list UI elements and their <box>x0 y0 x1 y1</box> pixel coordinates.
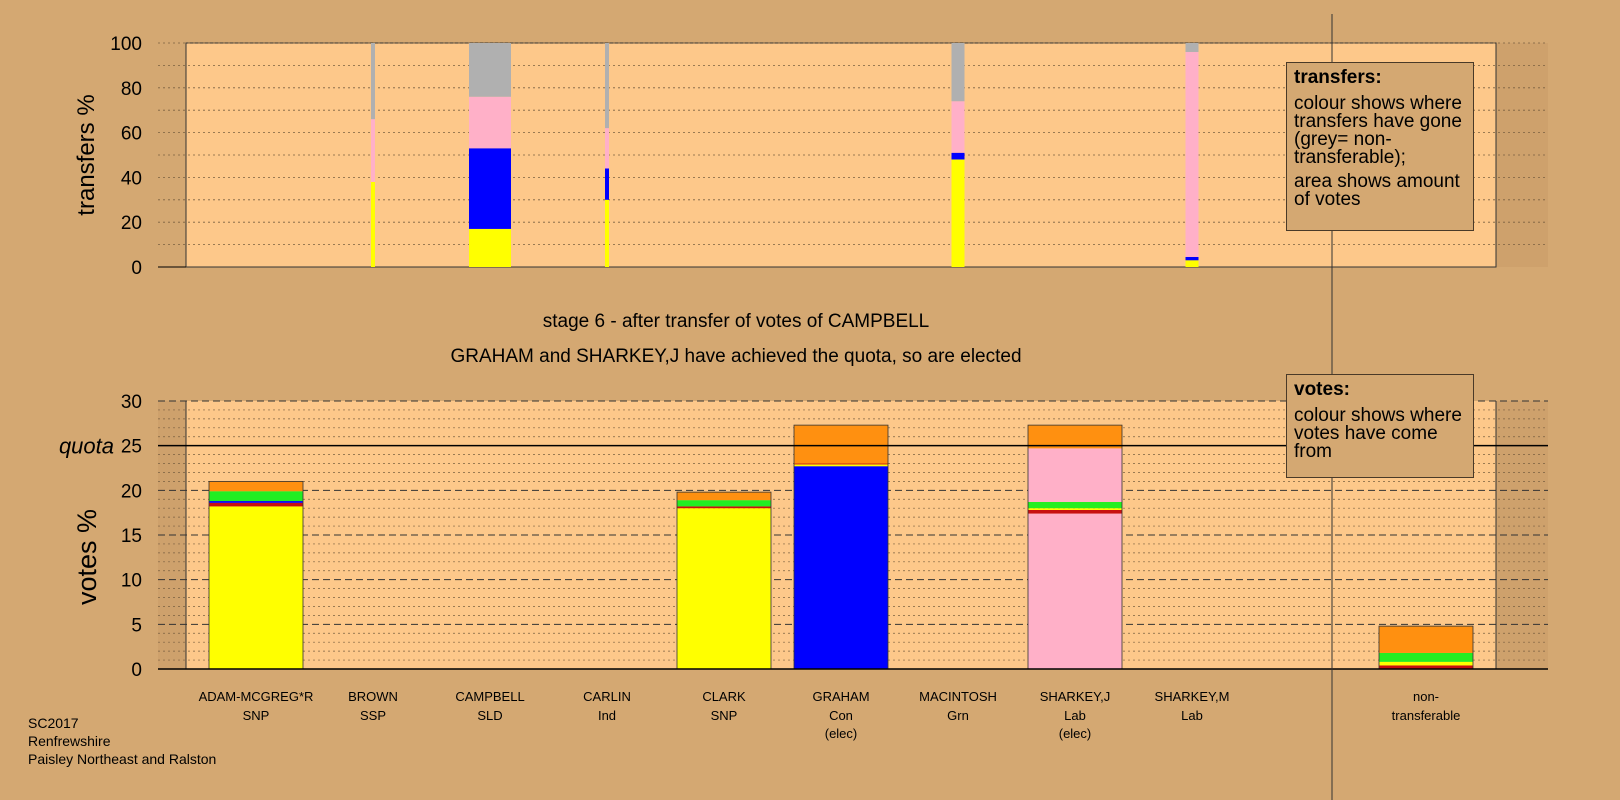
top-ytick-label: 20 <box>121 213 142 234</box>
vote-bar-segment <box>209 502 303 507</box>
bottom-ytick-label: 20 <box>121 481 142 502</box>
quota-label: quota <box>59 434 114 459</box>
stage-title: stage 6 - after transfer of votes of CAM… <box>543 311 930 332</box>
transfer-bar-segment <box>1185 256 1199 261</box>
candidate-party: SNP <box>711 708 738 723</box>
candidate-name: BROWN <box>348 689 398 704</box>
transfer-bar-segment <box>605 199 609 267</box>
footer-ward: Paisley Northeast and Ralston <box>28 751 217 767</box>
transfer-bar-segment <box>951 101 965 153</box>
candidate-party: Ind <box>598 708 616 723</box>
candidate-name: CLARK <box>702 689 746 704</box>
vote-bar-segment <box>1379 661 1473 666</box>
transfer-bar-segment <box>605 168 609 200</box>
candidate-name: SHARKEY,J <box>1040 689 1111 704</box>
vote-bar-segment <box>209 506 303 669</box>
top-plot-frame <box>185 42 1497 268</box>
elected-status: GRAHAM and SHARKEY,J have achieved the q… <box>450 346 1021 367</box>
transfer-bar-segment <box>1185 51 1199 257</box>
candidate-party: SLD <box>477 708 502 723</box>
candidate-party: Grn <box>947 708 969 723</box>
vote-bar-segment <box>1028 501 1122 509</box>
footer-council: Renfrewshire <box>28 733 111 749</box>
transfers-legend: transfers: colour shows where transfers … <box>1286 62 1474 231</box>
transfer-bar-segment <box>951 152 965 160</box>
transfer-bar-segment <box>951 43 965 102</box>
candidate-elected-note: (elec) <box>1059 726 1092 741</box>
candidate-name: CARLIN <box>583 689 631 704</box>
transfers-legend-title: transfers: <box>1294 67 1382 88</box>
top-ytick-label: 80 <box>121 79 142 100</box>
vote-bar-segment <box>209 481 303 492</box>
bottom-ytick-label: 30 <box>121 392 142 413</box>
bottom-ytick-label: 0 <box>131 660 142 681</box>
vote-bar-segment <box>794 466 888 669</box>
vote-bar-segment <box>1379 652 1473 662</box>
vote-bar-segment <box>794 464 888 467</box>
top-ytick-label: 40 <box>121 168 142 189</box>
candidate-party: SNP <box>243 708 270 723</box>
vote-bar-segment <box>794 463 888 465</box>
transfer-bar-segment <box>371 119 375 182</box>
vote-bar-segment <box>1028 425 1122 449</box>
vote-bar-segment <box>677 506 771 509</box>
top-ytick-label: 0 <box>131 258 142 279</box>
candidate-elected-note: (elec) <box>825 726 858 741</box>
candidate-name: SHARKEY,M <box>1155 689 1230 704</box>
vote-bar-segment <box>1379 665 1473 669</box>
transfer-bar-segment <box>469 96 511 149</box>
vote-bar-segment <box>1028 508 1122 510</box>
candidate-name: GRAHAM <box>812 689 869 704</box>
transfer-bar-segment <box>951 159 965 267</box>
vote-bar-segment <box>1028 448 1122 502</box>
transfer-bar-segment <box>605 43 609 129</box>
transfers-legend-line1: colour shows where transfers have gone (… <box>1294 93 1462 168</box>
vote-bar-segment <box>677 500 771 507</box>
bottom-ytick-label: 5 <box>131 615 142 636</box>
vote-bar-segment <box>677 508 771 669</box>
vote-bar-segment <box>1028 513 1122 669</box>
candidate-party: Con <box>829 708 853 723</box>
candidate-party: SSP <box>360 708 386 723</box>
transfer-bar-segment <box>469 43 511 97</box>
votes-legend-line1: colour shows where votes have come from <box>1294 405 1462 462</box>
candidate-party: Lab <box>1181 708 1203 723</box>
bottom-ylabel: votes % <box>72 509 102 605</box>
candidate-name: CAMPBELL <box>455 689 524 704</box>
transfer-bar-segment <box>371 43 375 120</box>
footer: SC2017 Renfrewshire Paisley Northeast an… <box>28 714 216 768</box>
vote-bar-segment <box>1028 509 1122 514</box>
bottom-ytick-label: 10 <box>121 571 142 592</box>
transfer-bar-segment <box>469 228 511 267</box>
transfer-bar-segment <box>1185 260 1199 267</box>
candidate-party: transferable <box>1392 708 1461 723</box>
top-ytick-label: 100 <box>110 34 142 55</box>
vote-bar-segment <box>794 425 888 464</box>
bottom-ytick-label: 25 <box>121 437 142 458</box>
votes-legend: votes: colour shows where votes have com… <box>1286 374 1474 478</box>
candidate-name: non- <box>1413 689 1439 704</box>
footer-election: SC2017 <box>28 715 79 731</box>
transfers-legend-line2: area shows amount of votes <box>1294 171 1460 210</box>
candidate-party: Lab <box>1064 708 1086 723</box>
bottom-ytick-label: 15 <box>121 526 142 547</box>
votes-legend-title: votes: <box>1294 379 1350 400</box>
candidate-name: MACINTOSH <box>919 689 997 704</box>
transfer-bar-segment <box>605 128 609 169</box>
vote-bar-segment <box>209 491 303 502</box>
vote-bar-segment <box>677 492 771 501</box>
vote-bar-segment <box>1379 626 1473 653</box>
transfer-bar-segment <box>1185 43 1199 52</box>
transfer-bar-segment <box>469 148 511 229</box>
top-ylabel: transfers % <box>73 94 100 215</box>
vote-bar-segment <box>209 501 303 503</box>
top-ytick-label: 60 <box>121 124 142 145</box>
transfer-bar-segment <box>371 181 375 267</box>
candidate-name: ADAM-MCGREG*R <box>199 689 314 704</box>
